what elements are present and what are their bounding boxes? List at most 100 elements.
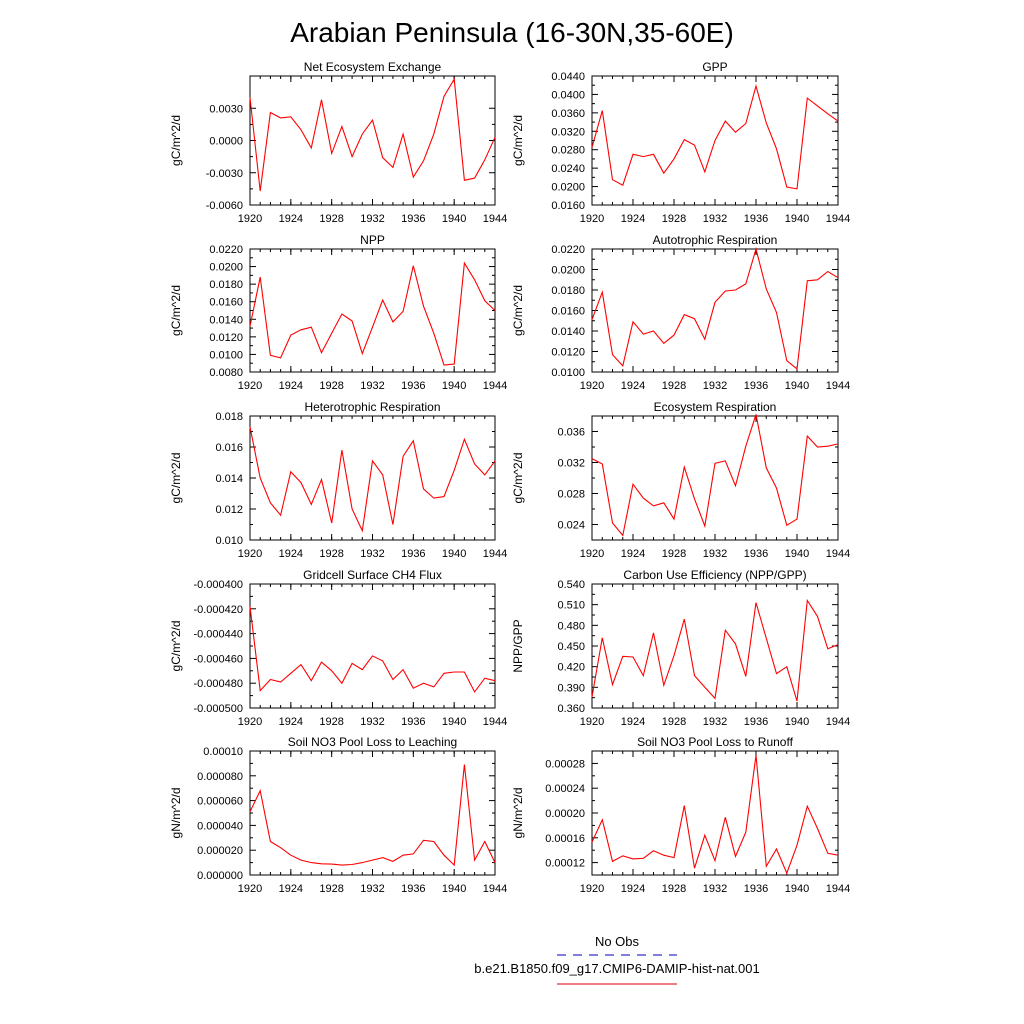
chart-0-ylabel: gC/m^2/d — [169, 115, 183, 166]
chart-9-title: Soil NO3 Pool Loss to Runoff — [637, 735, 794, 749]
chart-1-xtick-label: 1940 — [785, 213, 809, 225]
chart-6-xtick-label: 1936 — [401, 716, 425, 728]
legend: No Obs b.e21.B1850.f09_g17.CMIP6-DAMIP-h… — [474, 934, 760, 985]
chart-2-xtick-label: 1940 — [442, 380, 466, 392]
chart-1-title: GPP — [702, 60, 727, 74]
chart-4-ylabel: gC/m^2/d — [169, 453, 183, 504]
chart-8-ytick-label: 0.000040 — [197, 820, 243, 832]
chart-2-ytick-label: 0.0100 — [209, 349, 243, 361]
chart-1-ytick-label: 0.0400 — [551, 89, 585, 101]
chart-1-ytick-label: 0.0200 — [551, 182, 585, 194]
chart-3-xtick-label: 1944 — [826, 380, 850, 392]
chart-7-ytick-label: 0.450 — [557, 641, 585, 653]
chart-6-ytick-label: -0.000480 — [193, 678, 243, 690]
chart-6-xtick-label: 1940 — [442, 716, 466, 728]
chart-9-ytick-label: 0.00012 — [545, 858, 585, 870]
chart-9-ytick-label: 0.00024 — [545, 783, 585, 795]
chart-1-xtick-label: 1928 — [662, 213, 686, 225]
chart-2-ytick-label: 0.0160 — [209, 297, 243, 309]
chart-4-xtick-label: 1924 — [279, 548, 303, 560]
chart-2-title: NPP — [360, 233, 385, 247]
chart-0-xtick-label: 1944 — [483, 213, 507, 225]
chart-3-ytick-label: 0.0180 — [551, 285, 585, 297]
chart-2-ytick-label: 0.0200 — [209, 262, 243, 274]
chart-9-xtick-label: 1928 — [662, 883, 686, 895]
chart-3-series-line — [591, 246, 839, 370]
chart-1-ytick-label: 0.0280 — [551, 145, 585, 157]
chart-6-xtick-label: 1928 — [319, 716, 343, 728]
chart-7-xtick-label: 1920 — [580, 716, 604, 728]
chart-2-xtick-label: 1932 — [360, 380, 384, 392]
chart-9-ytick-label: 0.00020 — [545, 808, 585, 820]
chart-7-ytick-label: 0.540 — [557, 579, 585, 591]
chart-1-ytick-label: 0.0160 — [551, 200, 585, 212]
chart-3-ytick-label: 0.0140 — [551, 326, 585, 338]
chart-9-xtick-label: 1932 — [703, 883, 727, 895]
chart-5-ytick-label: 0.032 — [557, 458, 585, 470]
chart-4-ytick-label: 0.012 — [215, 504, 243, 516]
chart-5-title: Ecosystem Respiration — [654, 400, 777, 414]
chart-2-xtick-label: 1924 — [279, 380, 303, 392]
chart-5-frame — [591, 415, 839, 541]
chart-1-ytick-label: 0.0360 — [551, 108, 585, 120]
chart-7-xtick-label: 1940 — [785, 716, 809, 728]
chart-0-xtick-label: 1928 — [319, 213, 343, 225]
chart-5-ylabel: gC/m^2/d — [511, 453, 525, 504]
chart-9-ylabel: gN/m^2/d — [511, 788, 525, 839]
chart-6-ytick-label: -0.000400 — [193, 579, 243, 591]
chart-7-ytick-label: 0.480 — [557, 620, 585, 632]
chart-1-ytick-label: 0.0440 — [551, 71, 585, 83]
chart-0-xtick-label: 1936 — [401, 213, 425, 225]
chart-7-title: Carbon Use Efficiency (NPP/GPP) — [623, 568, 806, 582]
chart-0-xtick-label: 1940 — [442, 213, 466, 225]
chart-0-xtick-label: 1932 — [360, 213, 384, 225]
chart-4-frame — [249, 415, 496, 541]
chart-7: Carbon Use Efficiency (NPP/GPP) NPP/GPP 19… — [511, 568, 850, 728]
chart-2-xtick-label: 1920 — [238, 380, 262, 392]
chart-6-ytick-label: -0.000460 — [193, 653, 243, 665]
chart-1-ylabel: gC/m^2/d — [511, 115, 525, 166]
chart-3-frame — [591, 248, 839, 373]
chart-3-ytick-label: 0.0200 — [551, 265, 585, 277]
chart-7-ytick-label: 0.420 — [557, 662, 585, 674]
chart-9-xtick-label: 1940 — [785, 883, 809, 895]
chart-7-xtick-label: 1928 — [662, 716, 686, 728]
chart-5-xtick-label: 1932 — [703, 548, 727, 560]
chart-2-xtick-label: 1944 — [483, 380, 507, 392]
chart-8-ytick-label: 0.000020 — [197, 845, 243, 857]
chart-3-xtick-label: 1928 — [662, 380, 686, 392]
chart-3-xtick-label: 1924 — [621, 380, 645, 392]
chart-7-frame — [591, 583, 839, 709]
chart-6-xtick-label: 1944 — [483, 716, 507, 728]
chart-4-ytick-label: 0.014 — [215, 473, 243, 485]
chart-5-ytick-label: 0.036 — [557, 427, 585, 439]
legend-model-label: b.e21.B1850.f09_g17.CMIP6-DAMIP-hist-nat… — [474, 961, 759, 976]
chart-4-title: Heterotrophic Respiration — [304, 400, 440, 414]
chart-2-ytick-label: 0.0120 — [209, 332, 243, 344]
chart-0-title: Net Ecosystem Exchange — [304, 60, 442, 74]
chart-8-frame — [249, 750, 496, 876]
chart-8-ytick-label: 0.000080 — [197, 771, 243, 783]
chart-2-ytick-label: 0.0220 — [209, 244, 243, 256]
chart-6-ylabel: gC/m^2/d — [169, 621, 183, 672]
chart-8-xtick-label: 1932 — [360, 883, 384, 895]
chart-7-xtick-label: 1944 — [826, 716, 850, 728]
chart-9: Soil NO3 Pool Loss to Runoff gN/m^2/d 1920… — [511, 735, 850, 895]
chart-7-series-line — [591, 598, 839, 702]
chart-4: Heterotrophic Respiration gC/m^2/d 1920 192… — [169, 400, 507, 560]
chart-6-ytick-label: -0.000420 — [193, 604, 243, 616]
chart-4-xtick-label: 1928 — [319, 548, 343, 560]
chart-8-series-line — [249, 764, 496, 867]
chart-7-ytick-label: 0.390 — [557, 682, 585, 694]
chart-5-ytick-label: 0.028 — [557, 489, 585, 501]
figure-title: Arabian Peninsula (16-30N,35-60E) — [290, 17, 734, 48]
chart-8-ytick-label: 0.000000 — [197, 870, 243, 882]
chart-4-series-line — [249, 426, 496, 533]
chart-6-series-line — [249, 606, 496, 693]
chart-1-ytick-label: 0.0320 — [551, 126, 585, 138]
chart-0-frame — [249, 75, 496, 206]
chart-3-ytick-label: 0.0220 — [551, 244, 585, 256]
chart-6-ytick-label: -0.000440 — [193, 629, 243, 641]
chart-3-ylabel: gC/m^2/d — [511, 285, 525, 336]
chart-2-ytick-label: 0.0140 — [209, 314, 243, 326]
